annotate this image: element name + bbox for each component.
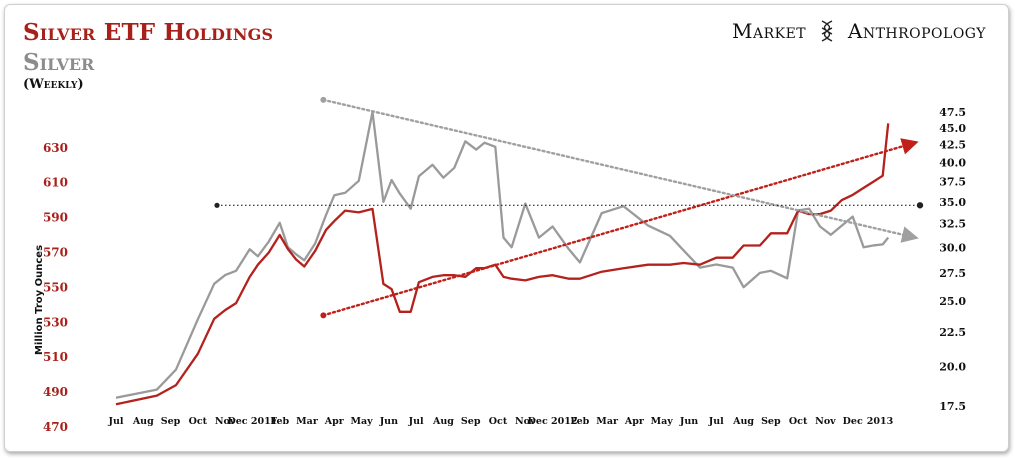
y-tick-left: 470: [43, 420, 68, 434]
y-tick-right: 42.5: [939, 139, 966, 152]
x-tick: May: [350, 416, 373, 427]
x-tick: Oct: [789, 416, 808, 427]
x-tick: Jul: [408, 416, 424, 427]
brand-right-text: Anthropology: [847, 19, 986, 43]
x-tick: Sep: [761, 416, 781, 427]
x-tick: Feb: [570, 416, 589, 427]
etf-trend-start-dot: [320, 312, 327, 319]
x-tick: Jun: [679, 416, 698, 427]
silver-trend-arrow: [322, 98, 919, 243]
y-tick-right: 32.5: [939, 218, 966, 231]
x-tick: Mar: [596, 416, 619, 427]
y-tick-left: 590: [43, 211, 68, 225]
x-tick: Sep: [161, 416, 181, 427]
x-tick: Nov: [815, 416, 836, 427]
chart-frequency: (Weekly): [23, 77, 84, 92]
x-tick: Dec: [843, 416, 863, 427]
y-tick-right: 20.0: [939, 361, 966, 374]
y-tick-right: 47.5: [939, 106, 966, 119]
y-axis-label: Million Troy Ounces: [34, 245, 45, 355]
x-tick: Dec 2012: [528, 416, 578, 427]
x-tick: Oct: [189, 416, 208, 427]
chart-subtitle: Silver: [23, 49, 95, 76]
x-tick: May: [651, 416, 674, 427]
y-tick-right: 22.5: [939, 326, 966, 339]
x-tick: Nov: [515, 416, 536, 427]
y-tick-left: 630: [43, 141, 68, 155]
silver-price-line: [115, 110, 890, 399]
x-tick: Aug: [432, 416, 454, 427]
y-tick-right: 30.0: [939, 241, 966, 254]
x-tick: Nov: [215, 416, 236, 427]
y-tick-left: 550: [43, 280, 68, 294]
y-tick-right: 17.5: [939, 400, 966, 413]
y-tick-right: 35.0: [939, 196, 966, 209]
x-tick: Apr: [624, 416, 645, 427]
x-tick: Mar: [296, 416, 319, 427]
x-tick: Feb: [270, 416, 289, 427]
level-end-dot: [916, 202, 924, 209]
brand-left-text: Market: [732, 19, 807, 43]
y-tick-left: 510: [43, 350, 68, 364]
y-tick-left: 610: [43, 176, 68, 190]
x-tick: Sep: [461, 416, 481, 427]
y-tick-right: 25.0: [939, 295, 966, 308]
y-tick-right: 27.5: [939, 267, 966, 280]
x-tick: Apr: [324, 416, 345, 427]
y-tick-left: 570: [43, 246, 68, 260]
y-tick-left: 490: [43, 385, 68, 399]
etf-trend-arrow: [322, 138, 919, 317]
x-tick: Dec 2011: [228, 416, 278, 427]
x-tick: Aug: [732, 416, 754, 427]
y-tick-left: 530: [43, 315, 68, 329]
y-tick-right: 45.0: [939, 122, 966, 135]
chart-title: Silver ETF Holdings: [23, 19, 274, 46]
x-tick: Jul: [107, 416, 123, 427]
brand-logo: Market Anthropology: [732, 19, 986, 43]
x-tick: Jul: [708, 416, 724, 427]
chart-frame: Silver ETF Holdings Silver (Weekly) Mark…: [4, 4, 1009, 452]
x-tick: Oct: [489, 416, 508, 427]
dna-helix-icon: [819, 20, 835, 43]
x-tick: Jun: [379, 416, 398, 427]
silver-trend-start-dot: [320, 96, 327, 103]
y-tick-right: 40.0: [939, 157, 966, 170]
x-tick: Aug: [132, 416, 154, 427]
y-tick-right: 37.5: [939, 176, 966, 189]
x-tick: 2013: [867, 416, 893, 427]
level-start-dot: [214, 202, 220, 208]
